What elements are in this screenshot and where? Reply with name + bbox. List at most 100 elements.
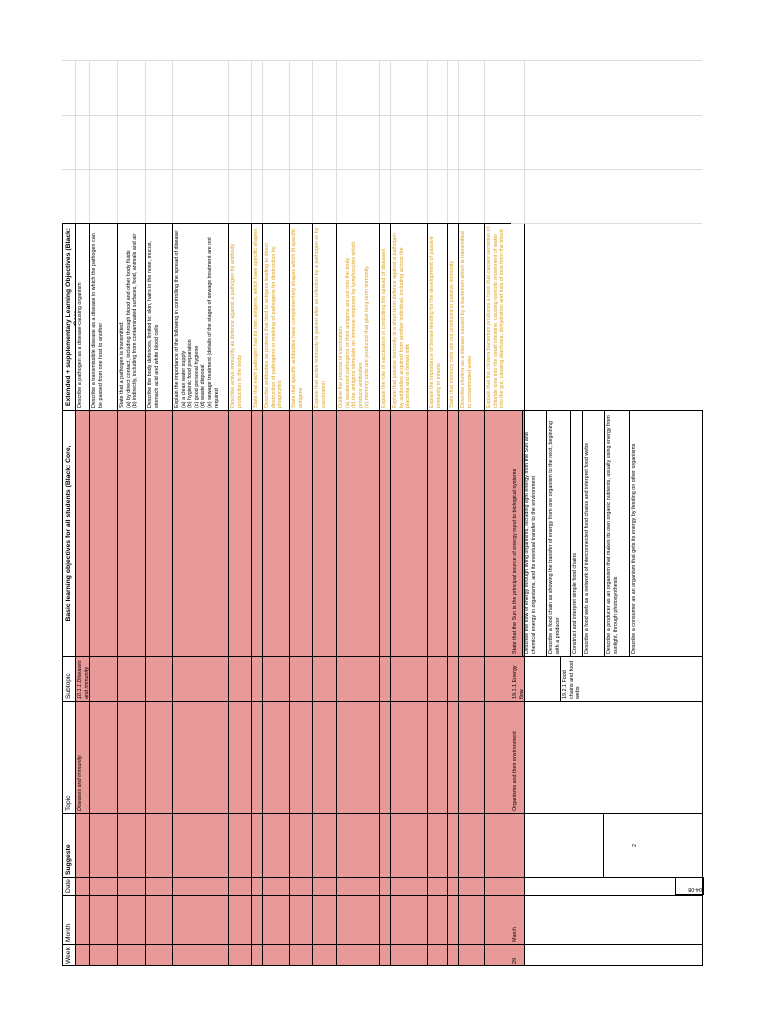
empty-cell [337,895,380,944]
empty-cell [428,877,448,895]
empty-cell [76,895,90,944]
empty-cell [313,410,337,656]
empty-cell [448,895,459,944]
empty-cell [263,169,290,223]
empty-cell [428,60,448,115]
table-row: Explain the importance of breast-feeding… [428,60,448,966]
empty-cell [337,944,380,966]
empty-cell [90,701,118,813]
empty-cell [391,813,428,877]
basic-objective: Describe a food chain as showing the tra… [547,410,571,656]
empty-cell [391,169,428,223]
header-month: Month [62,895,76,944]
extended-objective: Explain that passive immunity is a short… [391,223,428,410]
empty-cell [448,60,459,115]
empty-cell [118,656,146,701]
empty-cell [146,115,173,169]
empty-cell [380,877,391,895]
empty-cell [173,656,229,701]
empty-cell [146,813,173,877]
empty-cell [290,410,313,656]
extended-objective: State that specific antibodies have comp… [290,223,313,410]
empty-cell [459,813,485,877]
empty-cell [459,169,485,223]
empty-cell [459,115,485,169]
empty-cell [229,115,252,169]
empty-cell [173,813,229,877]
basic-objective: Describe the flow of energy through livi… [523,410,547,656]
empty-cell [146,877,173,895]
table-row: Describe the body defences, limited to: … [146,60,173,966]
empty-cell [313,60,337,115]
empty-cell [448,701,459,813]
empty-cell [459,410,485,656]
empty-cell [459,656,485,701]
empty-cell [252,701,263,813]
empty-cell [146,895,173,944]
extended-objective: Describe antibodies as proteins that bin… [263,223,290,410]
empty-cell [229,169,252,223]
empty-cell [62,169,76,223]
empty-cell [337,877,380,895]
empty-cell [380,656,391,701]
extended-objective: State that a pathogen is transmitted: (a… [118,223,146,410]
header-row: Week Month Date Suggeste Topic Subtopic … [62,60,76,966]
header-basic-objectives: Basic learning objectives for all studen… [62,410,76,656]
extended-objective: Describe cholera as a disease caused by … [459,223,485,410]
table-row: State that each pathogen has its own ant… [252,60,263,966]
empty-cell [391,410,428,656]
empty-cell [313,877,337,895]
empty-cell [290,895,313,944]
empty-cell [391,115,428,169]
empty-cell [391,60,428,115]
empty-cell [76,944,90,966]
table-row: Explain the role of vaccination in contr… [380,60,391,966]
header-date: Date [62,877,76,895]
empty-cell [252,944,263,966]
empty-cell [90,169,118,223]
empty-cell [391,656,428,701]
empty-cell [90,813,118,877]
empty-cell [252,115,263,169]
empty-cell [459,60,485,115]
empty-cell [380,895,391,944]
table-row: Describe antibodies as proteins that bin… [263,60,290,966]
table-top-border [62,223,63,966]
empty-cell [448,944,459,966]
empty-cell [263,944,290,966]
table-bottom-border [702,410,703,966]
empty-cell [263,60,290,115]
empty-cell [229,944,252,966]
empty-cell [263,115,290,169]
empty-cell [459,701,485,813]
empty-cell [118,169,146,223]
extended-objective: Describe the body defences, limited to: … [146,223,173,410]
empty-cell [313,813,337,877]
empty-cell [428,115,448,169]
empty-cell [428,656,448,701]
empty-cell [90,895,118,944]
extended-objective: Explain that active immunity is gained a… [313,223,337,410]
empty-cell [337,656,380,701]
empty-cell [229,656,252,701]
empty-cell [146,60,173,115]
empty-cell [380,944,391,966]
empty-cell [290,944,313,966]
empty-cell [229,895,252,944]
empty-cell [313,895,337,944]
empty-cell [290,813,313,877]
table-left-border [62,965,703,966]
empty-cell [118,877,146,895]
extended-objective: Explain the importance of breast-feeding… [428,223,448,410]
empty-cell [252,656,263,701]
empty-cell [448,410,459,656]
empty-cell [90,60,118,115]
empty-cell [173,944,229,966]
empty-cell [459,877,485,895]
empty-cell [118,701,146,813]
empty-cell [337,701,380,813]
date-range: 04-08 [675,877,704,895]
empty-cell [391,895,428,944]
date-row: 04-08 [675,60,704,966]
empty-cell [90,944,118,966]
